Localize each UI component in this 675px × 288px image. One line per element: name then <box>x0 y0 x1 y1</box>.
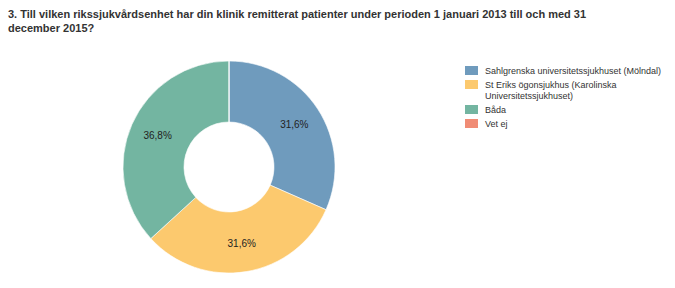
title: 3. Till vilken rikssjukvårdsenhet har di… <box>8 8 586 34</box>
slice <box>123 61 229 239</box>
data-label: 36,8% <box>143 130 171 141</box>
slice <box>229 61 230 122</box>
legend-swatch <box>465 66 478 75</box>
donut <box>123 61 335 273</box>
legend-swatch <box>465 105 478 114</box>
data-label: 31,6% <box>280 119 308 130</box>
legend-label: Sahlgrenska universitetssjukhuset (Mölnd… <box>485 66 661 76</box>
legend-label: Vet ej <box>485 119 508 129</box>
legend-swatch <box>465 80 478 89</box>
legend-label: St Eriks ögonsjukhus (KarolinskaUniversi… <box>485 80 617 101</box>
slice <box>229 61 335 210</box>
chart: 3. Till vilken rikssjukvårdsenhet har di… <box>0 0 675 288</box>
legend: Sahlgrenska universitetssjukhuset (Mölnd… <box>465 66 661 129</box>
data-label: 31,6% <box>228 238 256 249</box>
legend-swatch <box>465 119 478 128</box>
legend-label: Båda <box>485 105 506 115</box>
data-labels: 31,6% 31,6% 36,8% <box>143 119 308 250</box>
